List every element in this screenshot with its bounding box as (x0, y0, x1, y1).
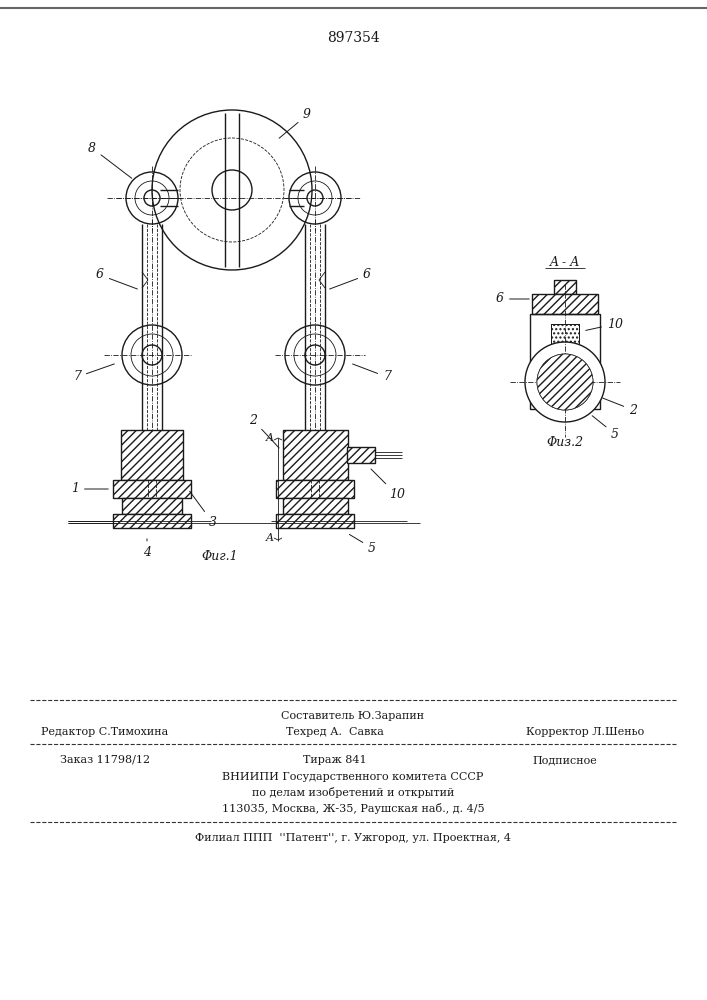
Text: A: A (266, 533, 274, 543)
Text: 7: 7 (73, 364, 115, 383)
Bar (530, 314, 600, 409)
Text: 113035, Москва, Ж-35, Раушская наб., д. 4/5: 113035, Москва, Ж-35, Раушская наб., д. … (222, 804, 484, 814)
Text: ВНИИПИ Государственного комитета СССР: ВНИИПИ Государственного комитета СССР (222, 772, 484, 782)
Bar (347, 447, 375, 463)
Bar (276, 514, 354, 528)
Bar (532, 294, 598, 314)
Text: Заказ 11798/12: Заказ 11798/12 (60, 755, 150, 765)
Bar (113, 480, 191, 498)
Text: Редактор С.Тимохина: Редактор С.Тимохина (42, 727, 169, 737)
Bar (551, 324, 579, 346)
Text: Техред А.  Савка: Техред А. Савка (286, 727, 384, 737)
Text: 10: 10 (371, 469, 405, 502)
Bar (554, 280, 576, 294)
Text: Φиз.2: Φиз.2 (547, 436, 583, 448)
Text: Тираж 841: Тираж 841 (303, 755, 367, 765)
Text: по делам изобретений и открытий: по делам изобретений и открытий (252, 788, 454, 798)
Circle shape (557, 374, 573, 390)
Text: 1: 1 (71, 483, 108, 495)
Text: 2: 2 (249, 414, 279, 448)
Text: Филиал ППП  ''Патент'', г. Ужгород, ул. Проектная, 4: Филиал ППП ''Патент'', г. Ужгород, ул. П… (195, 833, 511, 843)
Bar (276, 514, 354, 528)
Text: 8: 8 (88, 141, 132, 178)
Bar (122, 498, 182, 514)
Text: 6: 6 (96, 268, 137, 289)
Bar (113, 480, 191, 498)
Text: A: A (266, 433, 274, 443)
Bar (121, 430, 183, 480)
Text: Составитель Ю.Зарапин: Составитель Ю.Зарапин (281, 711, 425, 721)
Text: 9: 9 (279, 108, 311, 138)
Text: 3: 3 (189, 491, 217, 530)
Text: Подписное: Подписное (532, 755, 597, 765)
Text: 10: 10 (585, 318, 623, 330)
Bar (121, 430, 183, 480)
Text: 7: 7 (353, 364, 391, 383)
Text: Корректор Л.Шеньо: Корректор Л.Шеньо (526, 727, 644, 737)
Text: 5: 5 (349, 534, 376, 554)
Circle shape (537, 354, 593, 410)
Text: 5: 5 (592, 416, 619, 440)
Bar (113, 514, 191, 528)
Bar (283, 498, 348, 514)
Text: 4: 4 (143, 539, 151, 560)
Text: 897354: 897354 (327, 31, 380, 45)
Bar (276, 480, 354, 498)
Text: 6: 6 (329, 268, 371, 289)
Bar (113, 514, 191, 528)
Bar (283, 430, 348, 480)
Circle shape (561, 378, 569, 386)
Text: A - A: A - A (550, 255, 580, 268)
Bar (532, 294, 598, 314)
Bar (122, 498, 182, 514)
Bar (276, 480, 354, 498)
Text: 6: 6 (496, 292, 530, 306)
Bar (347, 447, 375, 463)
Circle shape (525, 342, 605, 422)
Text: Φиг.1: Φиг.1 (201, 550, 238, 562)
Bar (283, 498, 348, 514)
Bar (283, 430, 348, 480)
Text: 2: 2 (602, 398, 637, 416)
Bar (554, 280, 576, 294)
Bar (551, 324, 579, 346)
